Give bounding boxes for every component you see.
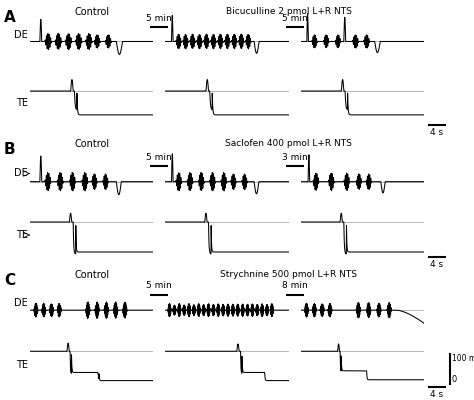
Text: TE: TE — [16, 230, 28, 240]
Text: Saclofen 400 pmol L+R NTS: Saclofen 400 pmol L+R NTS — [225, 139, 352, 148]
Text: 0: 0 — [452, 375, 457, 384]
Text: 5 min: 5 min — [146, 14, 172, 23]
Text: 5 min: 5 min — [146, 282, 172, 290]
Text: A: A — [4, 10, 16, 25]
Text: B: B — [4, 142, 16, 157]
Text: 5 min: 5 min — [282, 14, 308, 23]
Text: TE: TE — [16, 360, 28, 370]
Text: 8 min: 8 min — [282, 282, 308, 290]
Text: 4 s: 4 s — [430, 390, 444, 399]
Text: Control: Control — [74, 7, 109, 17]
Text: 4 s: 4 s — [430, 260, 444, 269]
Text: DE: DE — [14, 168, 28, 178]
Text: 5 min: 5 min — [146, 152, 172, 162]
Text: Bicuculline 2 pmol L+R NTS: Bicuculline 2 pmol L+R NTS — [226, 7, 352, 16]
Text: DE: DE — [14, 30, 28, 40]
Text: 3 min: 3 min — [282, 152, 308, 162]
Text: 100 mmHg: 100 mmHg — [452, 354, 474, 363]
Text: Control: Control — [74, 270, 109, 280]
Text: C: C — [4, 273, 15, 288]
Text: Strychnine 500 pmol L+R NTS: Strychnine 500 pmol L+R NTS — [220, 270, 357, 279]
Text: Control: Control — [74, 139, 109, 149]
Text: 4 s: 4 s — [430, 128, 444, 137]
Text: DE: DE — [14, 298, 28, 308]
Text: TE: TE — [16, 98, 28, 108]
